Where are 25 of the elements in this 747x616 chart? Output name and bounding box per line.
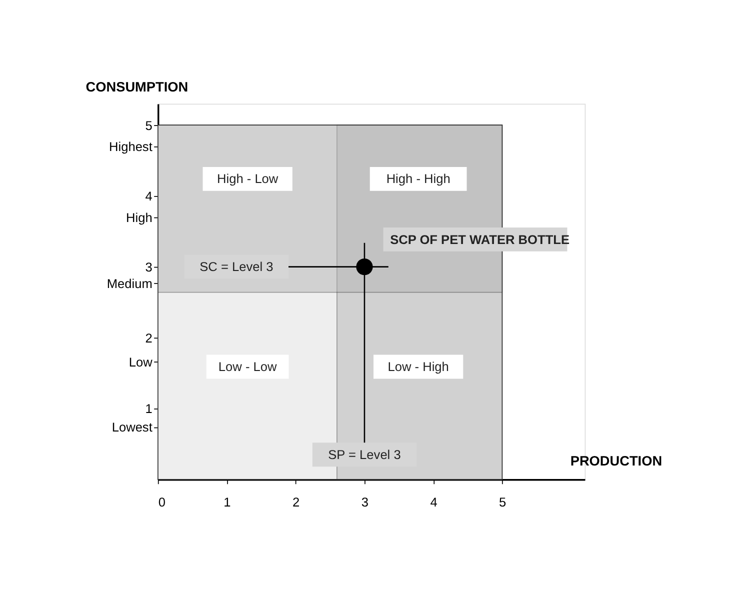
y-tick-label: 2	[145, 330, 152, 346]
y-tick-label: High	[126, 210, 152, 225]
y-tick-label: 4	[145, 188, 152, 204]
x-tick-label: 2	[292, 494, 300, 510]
y-tick-label: 3	[145, 260, 152, 274]
annotation: Low - Low	[218, 359, 278, 374]
x-tick-label: 3	[361, 494, 368, 510]
y-axis-title: CONSUMPTION	[86, 79, 188, 94]
x-axis-title: PRODUCTION	[570, 453, 662, 468]
y-tick-label: Highest	[108, 139, 153, 154]
annotation: SC = Level 3	[200, 259, 274, 274]
y-tick-label: Low	[128, 354, 154, 370]
x-tick-label: 1	[224, 494, 231, 510]
y-tick-label: 5	[145, 118, 152, 133]
y-tick-label: 1	[145, 401, 152, 416]
annotation: Low - High	[388, 359, 449, 374]
y-tick-label: Lowest	[112, 420, 153, 435]
annotation: SCP OF PET WATER BOTTLE	[390, 232, 570, 247]
x-tick-label: 5	[499, 494, 506, 510]
annotation: High - High	[386, 171, 450, 186]
y-tick-label: Medium	[106, 276, 152, 291]
x-tick-label: 0	[158, 494, 166, 510]
x-tick-label: 4	[430, 494, 438, 510]
annotation: High - Low	[216, 171, 279, 186]
annotation: SP = Level 3	[328, 446, 401, 462]
